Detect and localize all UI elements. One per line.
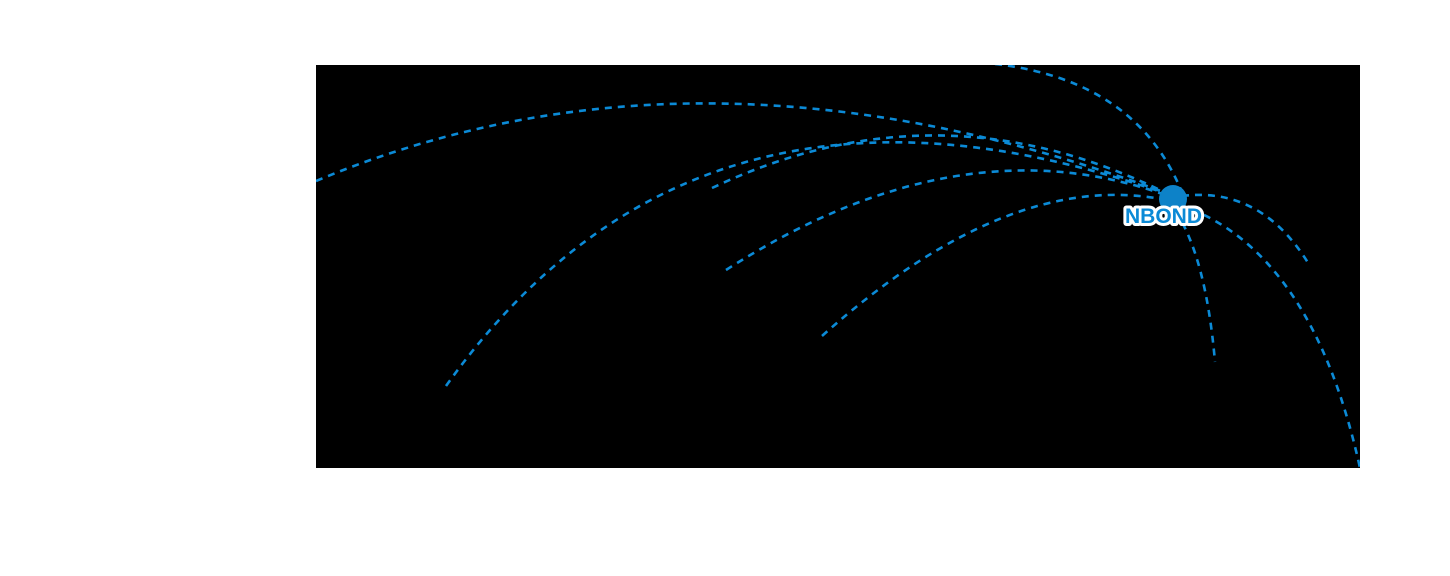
graph-edge — [821, 193, 1167, 337]
node-label: NBOND — [1125, 205, 1202, 228]
graph-canvas — [316, 65, 1360, 468]
node-label-halo: NBOND — [1125, 205, 1202, 228]
graph-edge — [1174, 211, 1217, 363]
graph-edge — [711, 134, 1169, 196]
graph-edge — [1179, 203, 1360, 468]
graph-node[interactable] — [1159, 185, 1187, 213]
graph-edge — [725, 169, 1169, 272]
graph-edge — [444, 141, 1168, 387]
nodes-layer — [1159, 185, 1187, 213]
edges-layer — [316, 65, 1360, 468]
graph-edge — [316, 102, 1167, 195]
graph-edge — [1181, 193, 1312, 267]
